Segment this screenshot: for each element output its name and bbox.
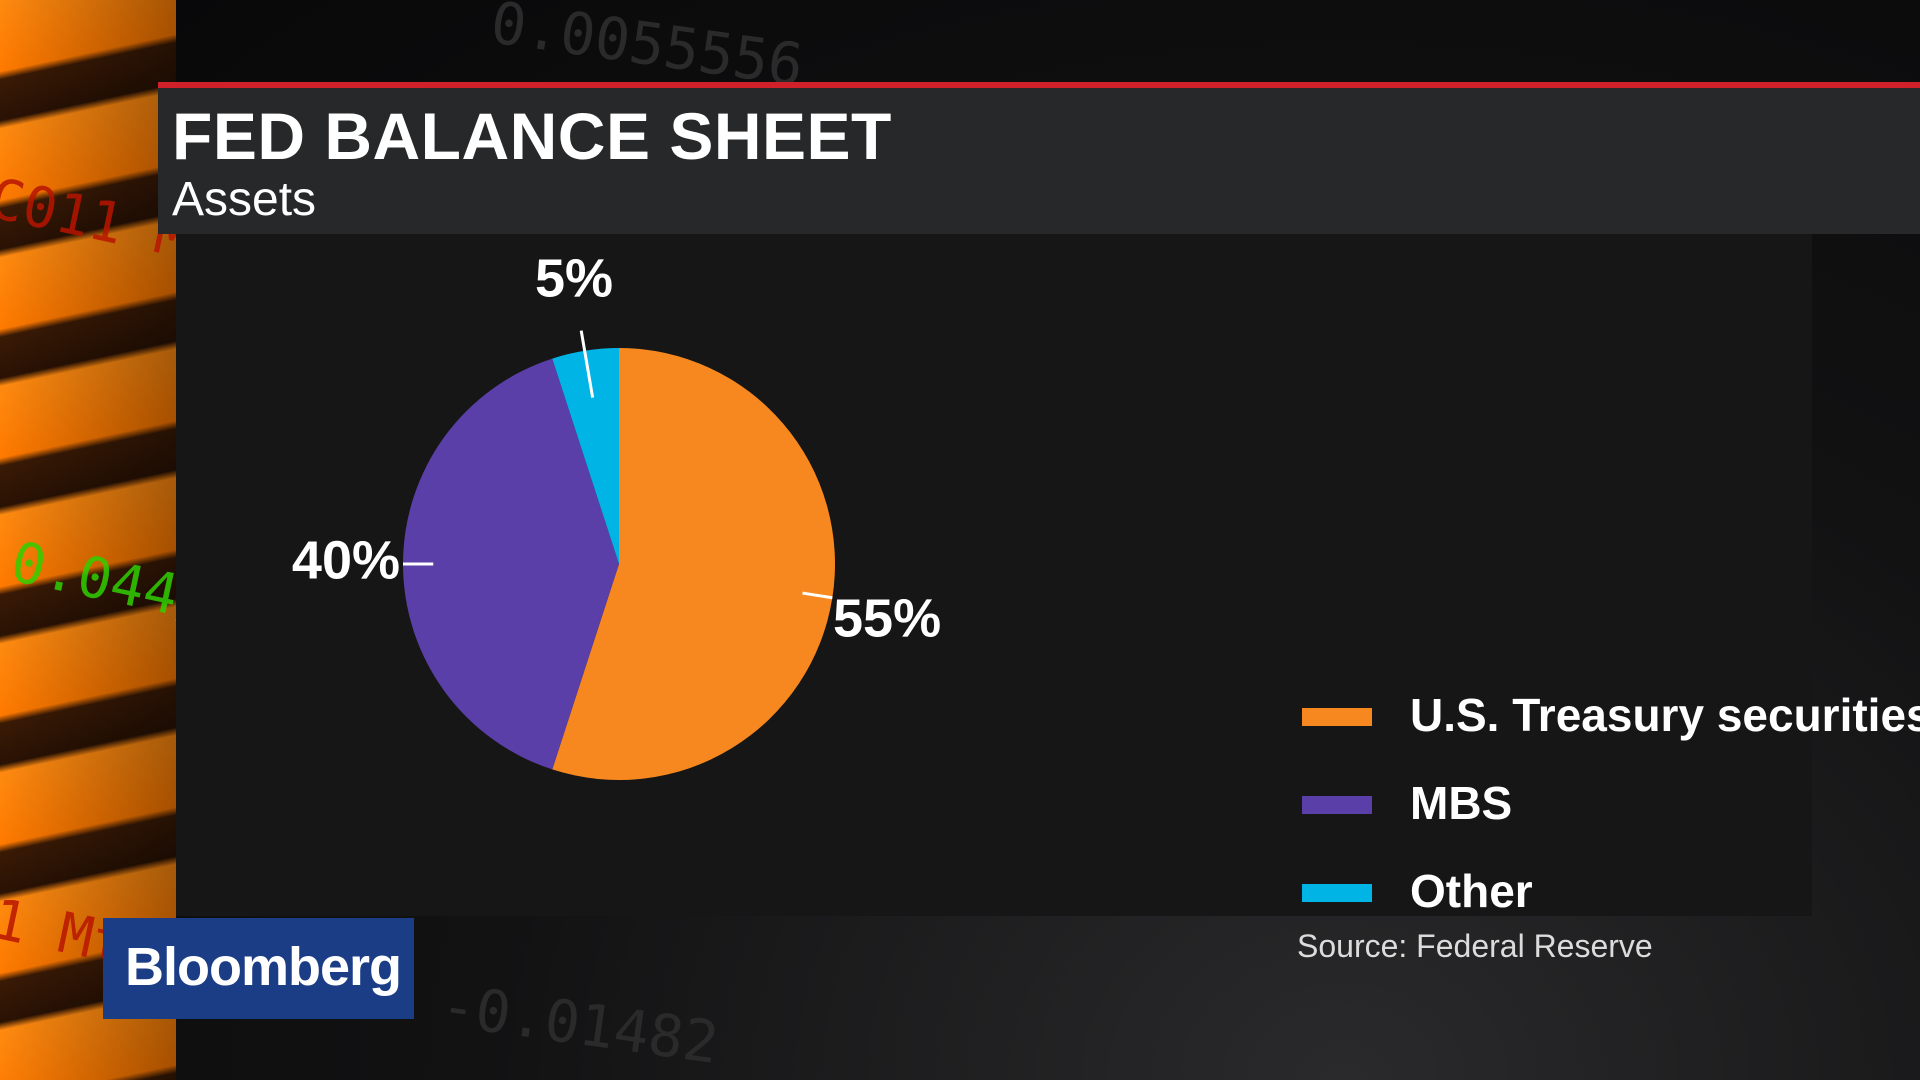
data-label-mbs: 40% [292,530,400,590]
chart-title: FED BALANCE SHEET [172,99,892,173]
chart-subtitle: Assets [172,173,317,226]
faint-number-bottom: -0.01482 [436,970,723,1078]
source-note: Source: Federal Reserve [1297,928,1653,964]
legend-swatch-mbs [1302,796,1372,814]
bloomberg-logo: Bloomberg [103,918,414,1019]
title-bar: FED BALANCE SHEET Assets [158,82,1920,234]
pie-slice-mbs [402,358,619,770]
legend-label-other: Other [1410,865,1533,917]
pie-slice-treasury [552,348,835,780]
pie-slice-other [552,348,619,564]
pie-chart: 55% 40% 5% [292,248,941,780]
legend-swatch-treasury [1302,708,1372,726]
data-label-treasury: 55% [833,588,941,648]
ticker-background: C011 Mt 0.044/ 1 Mt [0,0,176,1080]
leader-line-other [579,330,595,398]
legend-label-mbs: MBS [1410,777,1513,829]
legend-swatch-other [1302,884,1372,902]
logo-text: Bloomberg [125,937,402,997]
legend-label-treasury: U.S. Treasury securities [1410,689,1920,741]
leader-line-treasury [802,591,833,600]
data-label-other: 5% [535,248,613,308]
chart-panel: 55% 40% 5% U.S. Treasury securities MBS Ot… [176,234,1920,917]
